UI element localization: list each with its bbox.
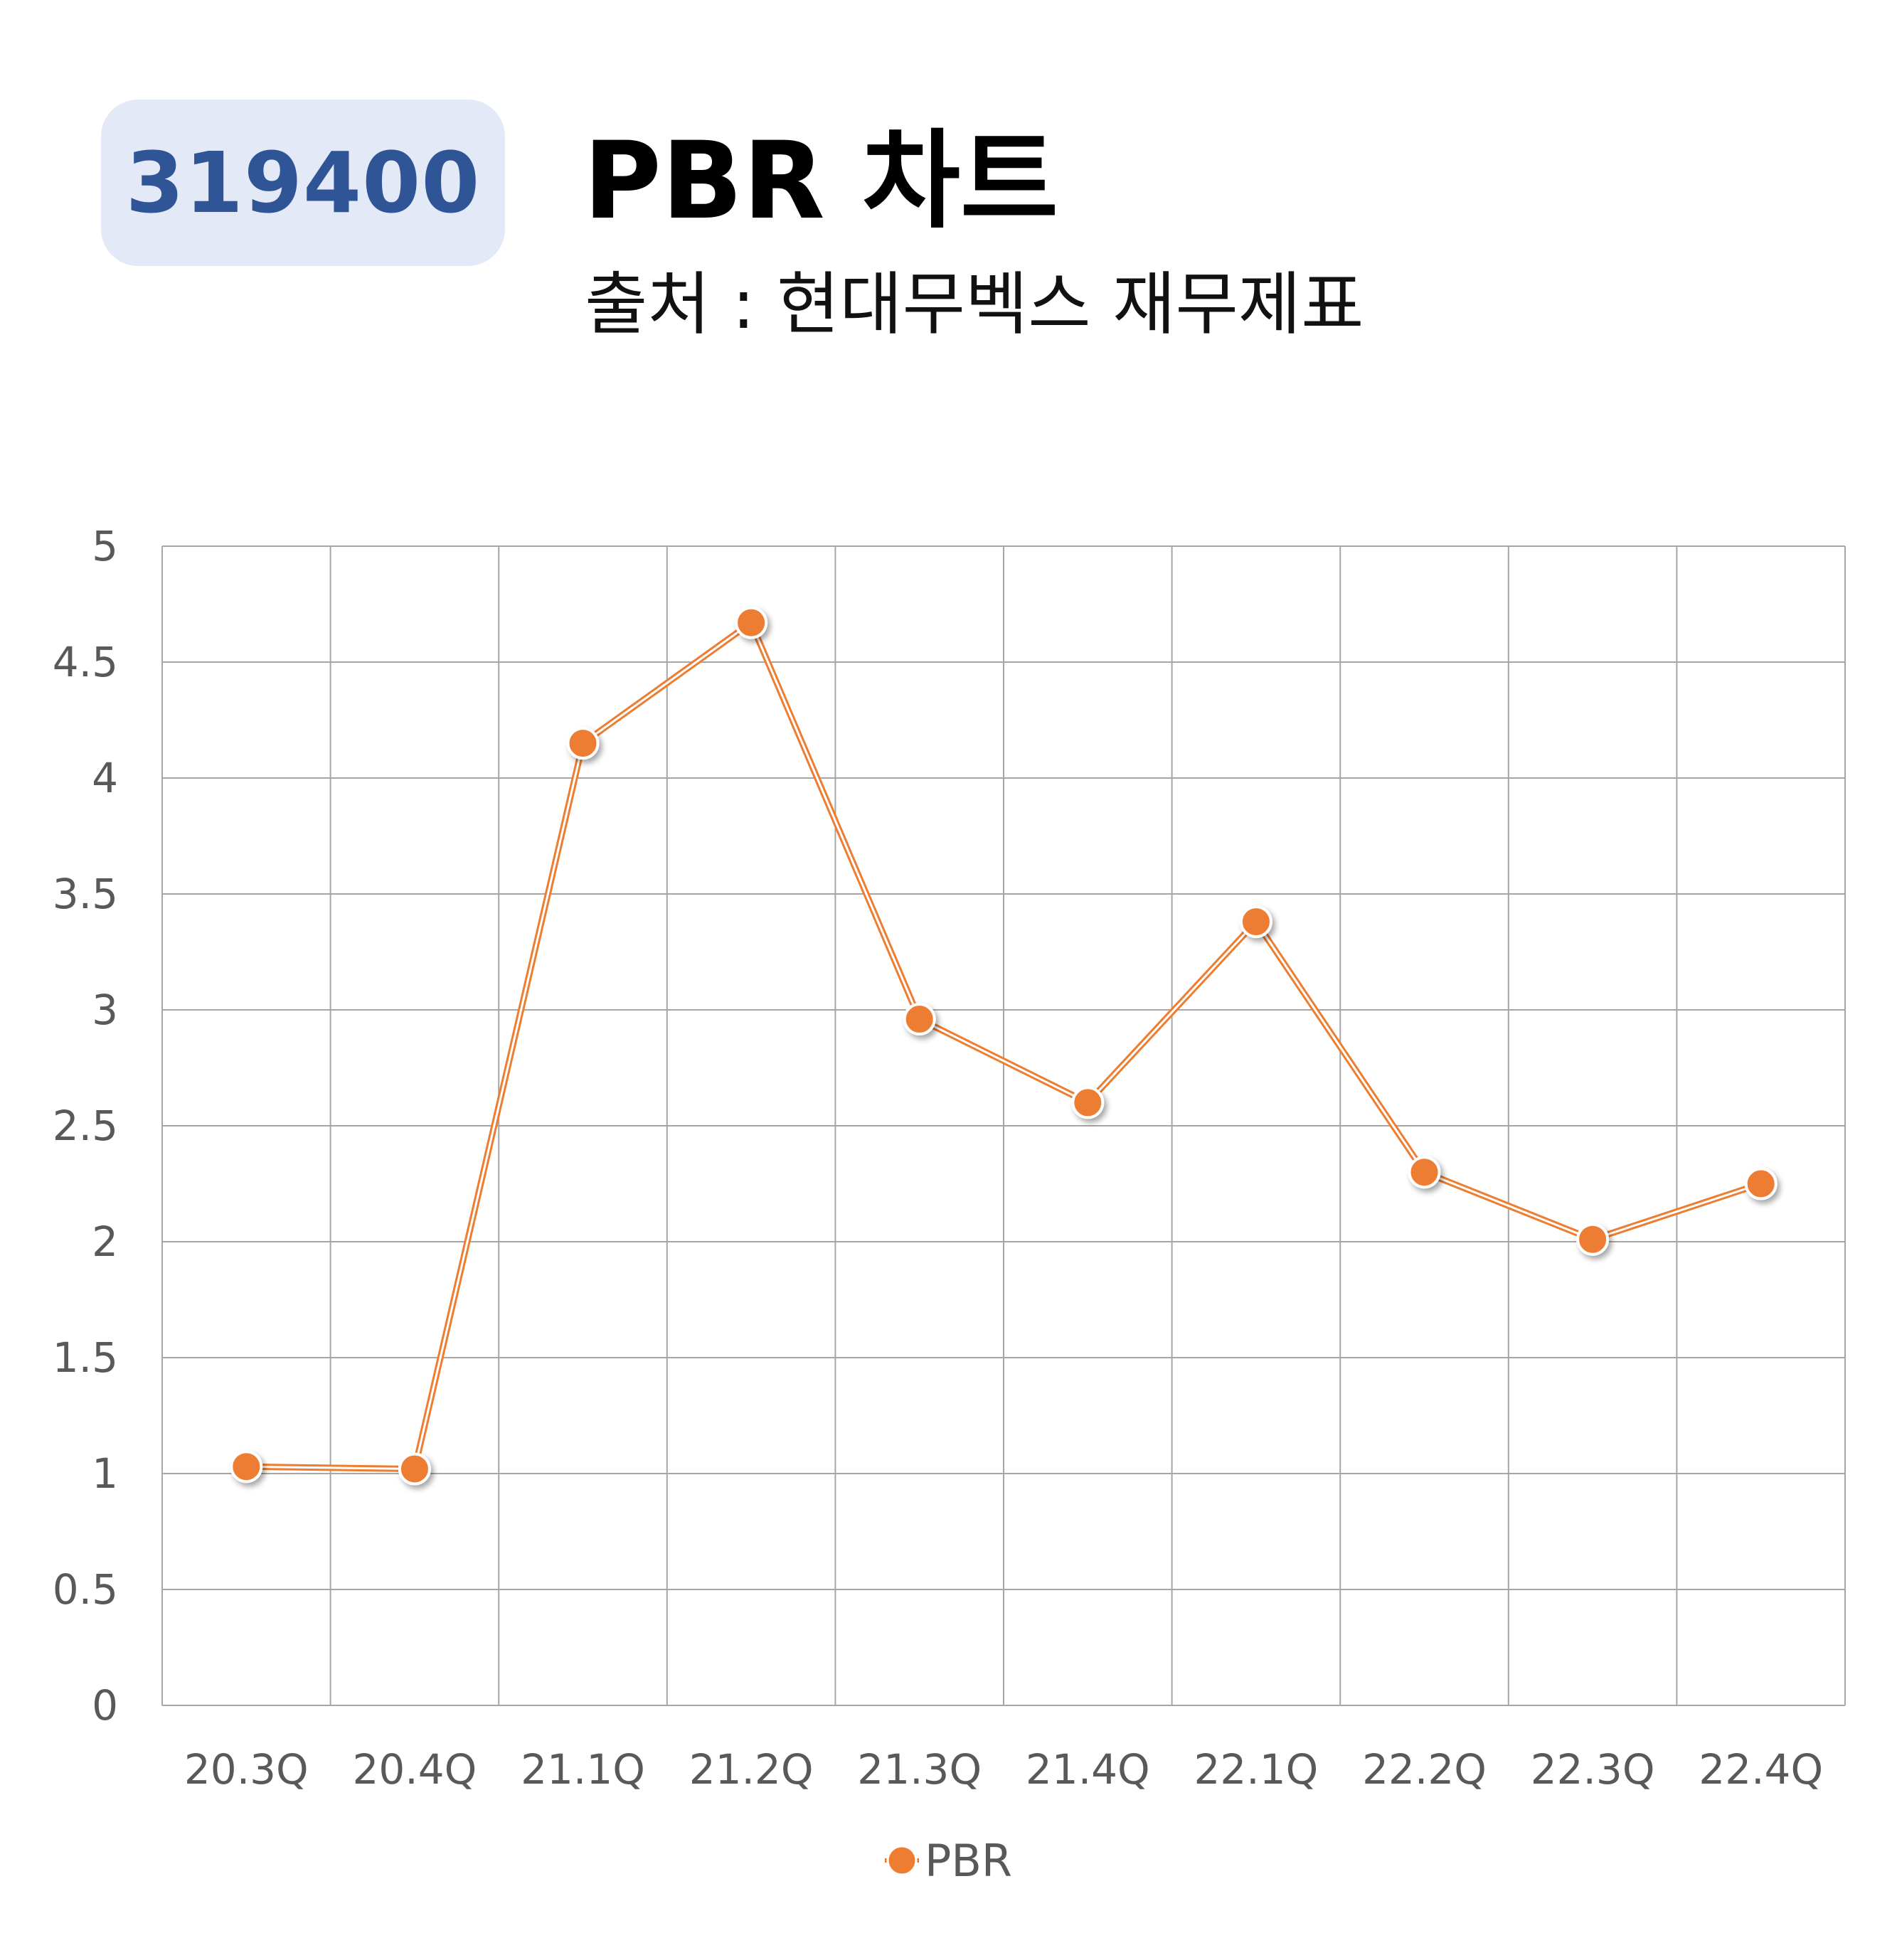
chart-grid xyxy=(161,545,1846,1706)
y-tick-label: 4.5 xyxy=(53,638,118,686)
y-tick-label: 0.5 xyxy=(53,1565,118,1614)
data-point xyxy=(1071,1086,1105,1119)
data-point xyxy=(903,1003,936,1036)
stock-code-badge: 319400 xyxy=(101,100,505,266)
x-tick-label: 22.1Q xyxy=(1194,1745,1319,1794)
series-line-inner xyxy=(246,622,1762,1470)
x-tick-label: 21.2Q xyxy=(689,1745,814,1794)
data-point xyxy=(230,1450,263,1484)
data-point xyxy=(1744,1167,1778,1200)
chart-subtitle: 출처 : 현대무벡스 재무제표 xyxy=(585,265,1364,344)
chart-title: PBR 차트 xyxy=(583,119,1058,243)
series-pbr xyxy=(230,606,1778,1486)
y-tick-label: 1 xyxy=(92,1449,118,1498)
y-tick-label: 0 xyxy=(92,1681,118,1730)
x-tick-label: 21.1Q xyxy=(521,1745,645,1794)
x-tick-label: 21.4Q xyxy=(1026,1745,1150,1794)
y-tick-label: 1.5 xyxy=(53,1333,118,1382)
y-axis-ticks: 0 0.5 1 1.5 2 2.5 3 3.5 4 4.5 5 xyxy=(53,522,118,1730)
data-point xyxy=(1239,905,1272,939)
x-axis-ticks: 20.3Q 20.4Q 21.1Q 21.2Q 21.3Q 21.4Q 22.1Q 22.2Q… xyxy=(184,1745,1823,1794)
x-tick-label: 20.4Q xyxy=(353,1745,477,1794)
legend-label: PBR xyxy=(925,1835,1012,1887)
data-point xyxy=(398,1452,431,1486)
chart-legend: PBR xyxy=(885,1835,1012,1887)
x-tick-label: 21.3Q xyxy=(857,1745,982,1794)
x-tick-label: 20.3Q xyxy=(184,1745,309,1794)
data-point xyxy=(1408,1156,1441,1189)
x-tick-label: 22.3Q xyxy=(1531,1745,1655,1794)
data-point xyxy=(1576,1223,1610,1256)
x-tick-label: 22.2Q xyxy=(1362,1745,1487,1794)
y-tick-label: 2.5 xyxy=(53,1102,118,1150)
y-tick-label: 4 xyxy=(92,754,118,802)
data-point xyxy=(566,727,600,760)
y-tick-label: 2 xyxy=(92,1218,118,1266)
legend-marker xyxy=(886,1845,918,1876)
y-tick-label: 3 xyxy=(92,986,118,1034)
data-point xyxy=(735,606,768,639)
y-tick-label: 5 xyxy=(92,522,118,570)
x-tick-label: 22.4Q xyxy=(1699,1745,1823,1794)
y-tick-label: 3.5 xyxy=(53,870,118,918)
